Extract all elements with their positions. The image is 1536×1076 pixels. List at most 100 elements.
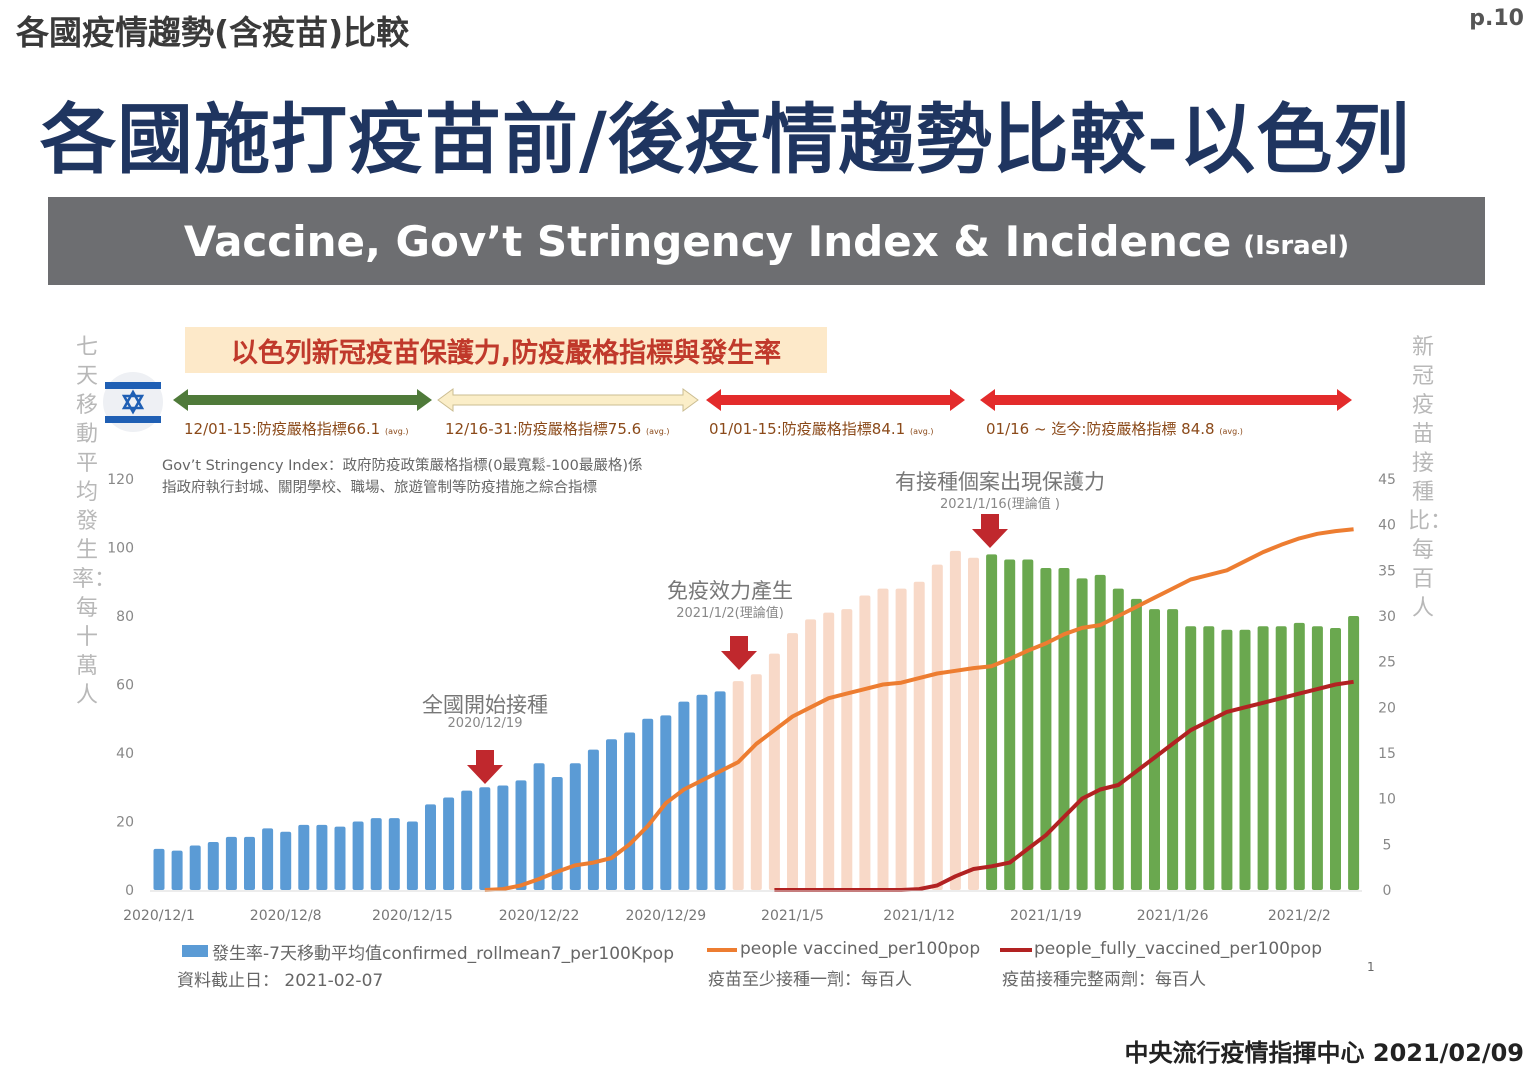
y-left-tick-label: 40 xyxy=(116,746,134,762)
incidence-bar xyxy=(171,850,183,890)
incidence-bar xyxy=(986,554,998,890)
x-tick-label: 2020/12/1 xyxy=(123,908,195,924)
legend-swatch-fully-vaccinated xyxy=(1000,948,1032,952)
period-label-4: 01/16 ~ 迄今:防疫嚴格指標 84.8 (avg.) xyxy=(986,418,1243,439)
avg-note: (avg.) xyxy=(909,427,934,436)
period-arrow-3 xyxy=(706,389,965,411)
incidence-bar xyxy=(569,763,581,890)
period-label-3: 01/01-15:防疫嚴格指標84.1 (avg.) xyxy=(709,418,933,439)
legend-vaccinated: people vaccined_per100pop xyxy=(740,939,981,959)
incidence-bar xyxy=(1348,616,1360,890)
y-right-tick-label: 25 xyxy=(1378,655,1396,671)
incidence-bar xyxy=(1130,598,1142,890)
incidence-bar xyxy=(1311,626,1323,890)
y-right-tick-label: 15 xyxy=(1378,746,1396,762)
annotation-date: 2021/1/2(理論值) xyxy=(676,606,784,621)
banner-title: Vaccine, Gov’t Stringency Index & Incide… xyxy=(183,216,1232,266)
incidence-bar xyxy=(443,797,455,890)
incidence-bar xyxy=(225,836,237,890)
incidence-bar xyxy=(895,588,907,890)
down-arrow-icon xyxy=(972,514,1008,548)
incidence-bar xyxy=(968,557,979,890)
incidence-bar xyxy=(805,619,817,890)
period-text: 01/16 ~ 迄今:防疫嚴格指標 84.8 xyxy=(986,420,1215,438)
incidence-bar xyxy=(262,828,274,890)
incidence-bar xyxy=(370,818,382,890)
x-tick-label: 2021/1/19 xyxy=(1010,908,1082,924)
y-left-tick-label: 80 xyxy=(116,609,134,625)
incidence-bar xyxy=(1221,629,1233,890)
legend-incidence: 發生率-7天移動平均值confirmed_rollmean7_per100Kpo… xyxy=(212,944,674,964)
period-text: 12/01-15:防疫嚴格指標66.1 xyxy=(184,420,381,438)
period-label-2: 12/16-31:防疫嚴格指標75.6 (avg.) xyxy=(445,418,669,439)
incidence-bar xyxy=(1257,626,1269,890)
incidence-bar xyxy=(732,681,744,890)
incidence-bar xyxy=(479,787,491,890)
incidence-bar xyxy=(1203,626,1215,890)
x-tick-label: 2021/2/2 xyxy=(1268,908,1331,924)
incidence-bar xyxy=(425,804,436,890)
section-title: 各國疫情趨勢(含疫苗)比較 xyxy=(16,13,410,52)
y-left-tick-label: 100 xyxy=(107,541,134,557)
banner-country: (Israel) xyxy=(1243,231,1350,261)
incidence-bar xyxy=(1094,574,1106,890)
incidence-bar xyxy=(298,824,310,890)
y-right-tick-label: 5 xyxy=(1383,837,1392,853)
y-left-tick-label: 120 xyxy=(107,472,134,488)
period-label-1: 12/01-15:防疫嚴格指標66.1 (avg.) xyxy=(184,418,408,439)
incidence-bar xyxy=(913,581,925,890)
incidence-bar xyxy=(606,739,617,890)
legend-fully-desc: 疫苗接種完整兩劑：每百人 xyxy=(1002,970,1206,990)
y-right-tick-label: 20 xyxy=(1378,700,1396,716)
incidence-bar xyxy=(714,691,726,890)
incidence-bar xyxy=(551,776,563,890)
x-tick-label: 2020/12/29 xyxy=(625,908,706,924)
incidence-bar xyxy=(1022,559,1034,890)
incidence-bar xyxy=(1167,609,1179,890)
x-tick-label: 2020/12/8 xyxy=(250,908,322,924)
left-axis-title: 七天移動平均發生率：每十萬人 xyxy=(72,335,117,708)
incidence-bar xyxy=(877,588,889,890)
incidence-bar xyxy=(841,609,853,890)
annotation-date: 2020/12/19 xyxy=(447,716,523,731)
x-tick-label: 2020/12/22 xyxy=(499,908,580,924)
page-number: p.10 xyxy=(1469,6,1524,31)
incidence-bar xyxy=(406,821,418,890)
incidence-bar xyxy=(1293,622,1305,890)
period-arrow-4 xyxy=(980,389,1352,411)
x-tick-label: 2021/1/5 xyxy=(761,908,824,924)
annotation-title: 有接種個案出現保護力 xyxy=(895,470,1105,494)
incidence-bar xyxy=(750,674,762,890)
incidence-bar xyxy=(153,848,165,890)
incidence-bar xyxy=(1076,578,1088,890)
incidence-bar xyxy=(1004,559,1016,890)
down-arrow-icon xyxy=(721,636,757,670)
annotation-date: 2021/1/16(理論值 ) xyxy=(940,497,1060,512)
incidence-bar xyxy=(859,595,871,890)
incidence-bar xyxy=(244,836,255,890)
incidence-bar xyxy=(787,633,798,890)
incidence-bar xyxy=(768,653,780,890)
period-arrow-1 xyxy=(173,389,432,411)
incidence-bar xyxy=(678,701,690,890)
incidence-bar xyxy=(207,842,219,890)
y-right-tick-label: 10 xyxy=(1378,792,1396,808)
definition-line-1: Gov’t Stringency Index：政府防疫政策嚴格指標(0最寬鬆-1… xyxy=(162,458,643,474)
incidence-bar xyxy=(1058,568,1070,890)
chart-banner: Vaccine, Gov’t Stringency Index & Incide… xyxy=(48,197,1485,285)
incidence-bar xyxy=(316,824,328,890)
incidence-bar xyxy=(280,831,292,890)
legend-fully-vaccinated: people_fully_vaccined_per100pop xyxy=(1034,939,1322,959)
vaccinated-line xyxy=(484,527,1354,892)
y-right-tick-label: 35 xyxy=(1378,563,1396,579)
y-right-tick-label: 0 xyxy=(1383,883,1392,899)
incidence-bar xyxy=(1185,626,1197,890)
incidence-bar xyxy=(642,718,654,890)
period-arrow-2 xyxy=(437,388,699,412)
x-tick-label: 2021/1/26 xyxy=(1137,908,1209,924)
incidence-bar xyxy=(352,821,364,890)
chart-subtitle: 以色列新冠疫苗保護力,防疫嚴格指標與發生率 xyxy=(185,327,827,373)
incidence-bar xyxy=(931,564,943,890)
